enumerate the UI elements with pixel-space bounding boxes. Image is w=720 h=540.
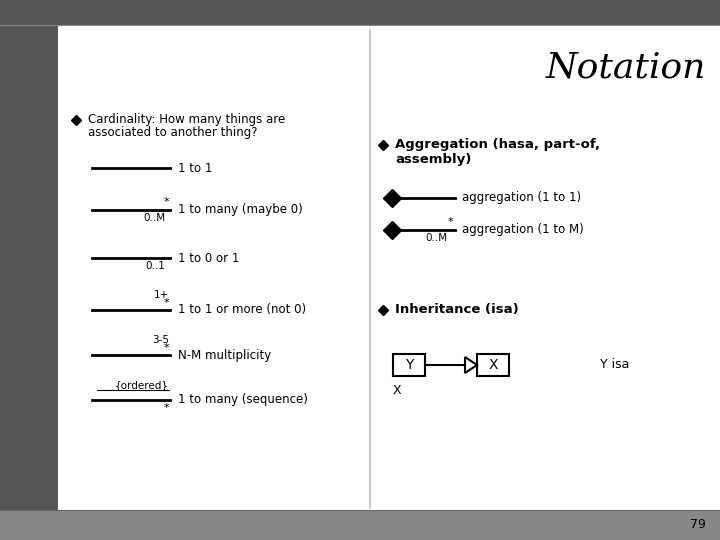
Text: Notation: Notation (546, 51, 706, 85)
Text: 3-5: 3-5 (152, 335, 169, 345)
Text: 1 to 1: 1 to 1 (178, 161, 212, 174)
Text: 1 to 1 or more (not 0): 1 to 1 or more (not 0) (178, 303, 306, 316)
Text: *: * (163, 298, 169, 308)
Text: 1+: 1+ (154, 290, 169, 300)
Text: assembly): assembly) (395, 153, 472, 166)
Text: 0..M: 0..M (143, 213, 165, 223)
Text: X: X (488, 358, 498, 372)
Text: associated to another thing?: associated to another thing? (88, 126, 258, 139)
Bar (477, 354, 509, 376)
Bar (58, 25, 720, 510)
Text: X: X (393, 384, 402, 397)
Text: *: * (447, 217, 453, 227)
Text: 0..M: 0..M (426, 233, 448, 243)
Text: Inheritance (isa): Inheritance (isa) (395, 303, 518, 316)
Bar (0, 510, 720, 540)
Text: aggregation (1 to 1): aggregation (1 to 1) (462, 192, 581, 205)
Text: Cardinality: How many things are: Cardinality: How many things are (88, 113, 285, 126)
Text: *: * (163, 343, 169, 353)
Text: 1 to many (sequence): 1 to many (sequence) (178, 394, 308, 407)
Text: N-M multiplicity: N-M multiplicity (178, 348, 271, 361)
Bar (0, 25, 58, 510)
Text: {ordered}: {ordered} (115, 380, 169, 390)
Bar (393, 354, 425, 376)
Text: Y: Y (405, 358, 413, 372)
Text: 1 to 0 or 1: 1 to 0 or 1 (178, 252, 239, 265)
Text: *: * (163, 197, 169, 207)
Polygon shape (465, 357, 477, 373)
Text: Aggregation (hasa, part-of,: Aggregation (hasa, part-of, (395, 138, 600, 151)
Text: 0..1: 0..1 (145, 261, 165, 271)
Text: Y isa: Y isa (600, 359, 629, 372)
Text: *: * (163, 403, 169, 413)
Text: 1 to many (maybe 0): 1 to many (maybe 0) (178, 204, 302, 217)
Text: aggregation (1 to M): aggregation (1 to M) (462, 224, 584, 237)
Text: 79: 79 (690, 518, 706, 531)
Bar (0, 0, 720, 25)
